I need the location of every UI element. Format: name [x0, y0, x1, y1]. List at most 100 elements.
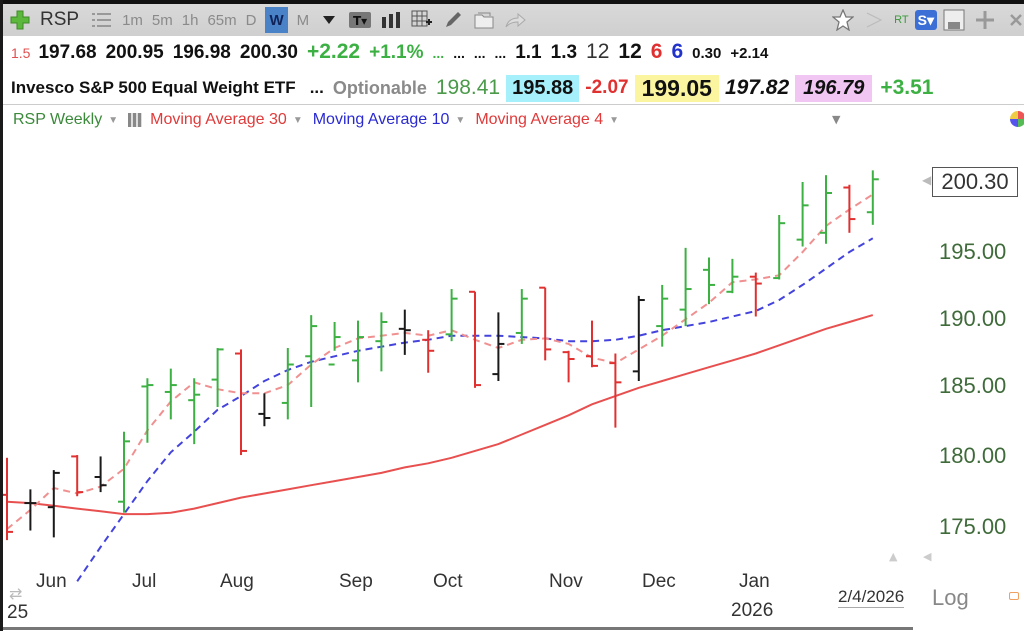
- legend-ma4[interactable]: Moving Average 4: [475, 111, 604, 128]
- header-divider: [3, 104, 1024, 105]
- chevron-down-icon[interactable]: ▼: [609, 114, 620, 126]
- ohlc-bar: [515, 289, 528, 344]
- ohlc-bar: [141, 378, 154, 443]
- chevron-down-icon[interactable]: ▼: [292, 114, 303, 126]
- stat-7: 0.30: [692, 45, 722, 62]
- ohlc-bar: [820, 175, 832, 244]
- legend-ma30[interactable]: Moving Average 30: [150, 111, 287, 128]
- interval-m[interactable]: M: [296, 11, 310, 29]
- ohlc-bar: [773, 214, 786, 280]
- ohlc-bar: [94, 456, 107, 493]
- last-price-pointer-icon: ◀: [922, 173, 932, 187]
- legend-ma10[interactable]: Moving Average 10: [312, 111, 450, 128]
- low-value: 196.98: [172, 42, 231, 63]
- interval-5m[interactable]: 5m: [151, 11, 173, 29]
- quote-line-1: 1.5 197.68 200.95 196.98 200.30 +2.22 +1…: [11, 40, 777, 68]
- zoom-left-arrow-icon[interactable]: ◀: [923, 550, 932, 563]
- x-tick-aug: Aug: [220, 571, 254, 592]
- x-year-label: 2026: [731, 600, 774, 621]
- close-value: 200.30: [239, 42, 298, 63]
- ohlc-bar: [843, 184, 856, 233]
- x-tick-nov: Nov: [549, 571, 583, 592]
- x-tick-jun: Jun: [36, 571, 67, 592]
- y-tick-190: 190.00: [939, 306, 1007, 331]
- symbol-label[interactable]: RSP: [40, 9, 80, 30]
- interval-d[interactable]: D: [245, 11, 257, 29]
- ohlc-bar: [726, 258, 739, 294]
- panel-menu-caret-icon[interactable]: ▼: [832, 113, 841, 126]
- legend-series[interactable]: RSP Weekly: [13, 111, 103, 128]
- add-study-icon[interactable]: [411, 9, 433, 31]
- price-chart[interactable]: [3, 0, 1024, 631]
- stat-5: 6: [650, 40, 663, 63]
- quote-p7: +3.51: [880, 76, 934, 99]
- ohlc-bar: [749, 272, 762, 317]
- stat-4: 12: [618, 40, 642, 63]
- ohlc-bar: [71, 455, 84, 497]
- ohlc-bar: [422, 330, 435, 373]
- stat-3: 12: [586, 40, 610, 63]
- plus-icon[interactable]: [9, 9, 31, 31]
- x-tick-dec: Dec: [642, 571, 676, 592]
- text-tool-icon[interactable]: T▾: [349, 9, 372, 31]
- ohlc-bar: [609, 353, 622, 428]
- ohlc-bar: [352, 320, 364, 383]
- quote-p3: -2.07: [585, 77, 629, 98]
- ohlc-bar: [235, 349, 247, 456]
- save-icon[interactable]: [943, 9, 965, 31]
- stat-8: +2.14: [730, 45, 769, 62]
- security-name: Invesco S&P 500 Equal Weight ETF: [11, 78, 296, 97]
- x-axis-baseline: [3, 627, 913, 630]
- quote-p4: 199.05: [634, 74, 719, 102]
- dropdown-caret-icon[interactable]: [318, 9, 340, 31]
- ohlc-bar: [188, 378, 201, 445]
- color-palette-icon[interactable]: [1010, 111, 1024, 127]
- pencil-icon[interactable]: [442, 9, 464, 31]
- zoom-up-arrow-icon[interactable]: ▲: [889, 550, 898, 563]
- log-scale-toggle[interactable]: Log: [932, 585, 969, 610]
- interval-65m[interactable]: 65m: [207, 11, 237, 29]
- interval-1h[interactable]: 1h: [181, 11, 199, 29]
- moving-average-30-line: [6, 314, 874, 516]
- share-arrow-icon[interactable]: [504, 9, 526, 31]
- ohlc-bar: [469, 290, 481, 388]
- x-tick-jan: Jan: [739, 571, 770, 592]
- star-icon[interactable]: [832, 9, 855, 31]
- last-price-marker: 200.30: [932, 167, 1018, 197]
- ohlc-bar: [24, 489, 37, 531]
- y-tick-175: 175.00: [939, 514, 1007, 539]
- move-icon[interactable]: [974, 9, 996, 31]
- close-icon[interactable]: [1005, 9, 1024, 31]
- ohlc-bar: [258, 393, 271, 427]
- quote-p2: 195.88: [506, 74, 580, 102]
- chevron-down-icon[interactable]: ▼: [108, 114, 119, 126]
- s-menu-button[interactable]: S▾: [914, 10, 937, 30]
- change-value: +2.22: [306, 40, 361, 63]
- flag-icon[interactable]: [863, 9, 885, 31]
- scroll-arrows-icon[interactable]: ⇄: [9, 584, 23, 603]
- ohlc-bar: [796, 182, 809, 247]
- realtime-label[interactable]: RT: [894, 14, 909, 26]
- ohlc-bar: [211, 348, 224, 408]
- x-tick-jul: Jul: [132, 571, 157, 592]
- ohlc-bar: [398, 309, 411, 355]
- date-field[interactable]: 2/4/2026: [838, 587, 905, 608]
- quote-p5: 197.82: [724, 76, 790, 99]
- list-icon[interactable]: [91, 9, 113, 31]
- bar-style-icon[interactable]: [380, 9, 402, 31]
- optionable-label: Optionable: [332, 77, 427, 98]
- ohlc-bar: [562, 350, 575, 383]
- change-pct-value: +1.1%: [369, 42, 424, 63]
- interval-1m[interactable]: 1m: [122, 11, 143, 29]
- moving-average-4-line: [6, 193, 874, 530]
- folder-icon[interactable]: [473, 9, 495, 31]
- stat-2: 1.3: [550, 42, 578, 63]
- ohlc-bar: [375, 312, 388, 372]
- y-tick-180: 180.00: [939, 443, 1007, 468]
- y-tick-195: 195.00: [939, 239, 1007, 264]
- panel-badge-icon[interactable]: [1009, 592, 1019, 600]
- ohlc-bar: [281, 348, 294, 420]
- grid-icon[interactable]: [128, 113, 143, 127]
- chevron-down-icon[interactable]: ▼: [455, 114, 466, 126]
- interval-w[interactable]: W: [265, 7, 288, 33]
